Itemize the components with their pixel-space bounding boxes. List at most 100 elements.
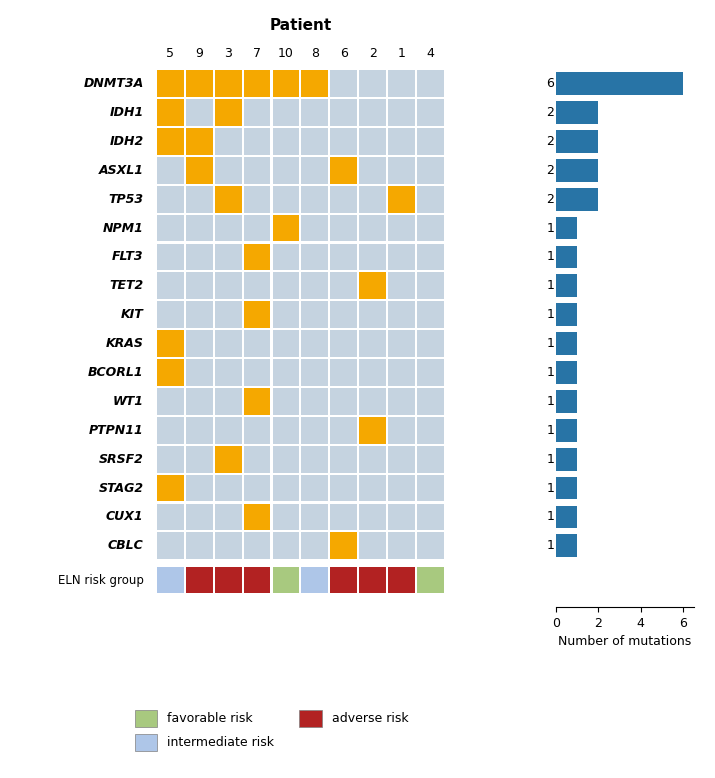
FancyBboxPatch shape: [359, 330, 386, 357]
FancyBboxPatch shape: [330, 215, 357, 241]
FancyBboxPatch shape: [330, 359, 357, 386]
Text: 10: 10: [278, 47, 294, 60]
FancyBboxPatch shape: [359, 128, 386, 155]
FancyBboxPatch shape: [359, 70, 386, 97]
FancyBboxPatch shape: [272, 446, 300, 472]
FancyBboxPatch shape: [244, 244, 270, 270]
FancyBboxPatch shape: [330, 70, 357, 97]
FancyBboxPatch shape: [330, 566, 357, 594]
FancyBboxPatch shape: [157, 215, 184, 241]
Text: 9: 9: [195, 47, 203, 60]
Bar: [556, 246, 577, 268]
FancyBboxPatch shape: [330, 186, 357, 212]
FancyBboxPatch shape: [359, 157, 386, 184]
Text: KIT: KIT: [121, 308, 144, 321]
FancyBboxPatch shape: [388, 475, 415, 502]
FancyBboxPatch shape: [186, 330, 212, 357]
FancyBboxPatch shape: [417, 417, 444, 443]
Text: 2: 2: [546, 106, 554, 119]
FancyBboxPatch shape: [186, 503, 212, 531]
Text: 1: 1: [546, 279, 554, 293]
FancyBboxPatch shape: [302, 128, 328, 155]
FancyBboxPatch shape: [157, 244, 184, 270]
FancyBboxPatch shape: [388, 330, 415, 357]
FancyBboxPatch shape: [157, 128, 184, 155]
FancyBboxPatch shape: [157, 417, 184, 443]
FancyBboxPatch shape: [272, 417, 300, 443]
Bar: [556, 159, 598, 182]
FancyBboxPatch shape: [302, 330, 328, 357]
FancyBboxPatch shape: [157, 446, 184, 472]
FancyBboxPatch shape: [417, 532, 444, 559]
FancyBboxPatch shape: [302, 99, 328, 126]
FancyBboxPatch shape: [330, 503, 357, 531]
FancyBboxPatch shape: [214, 503, 242, 531]
FancyBboxPatch shape: [244, 388, 270, 415]
FancyBboxPatch shape: [157, 388, 184, 415]
Text: 6: 6: [546, 77, 554, 90]
FancyBboxPatch shape: [388, 417, 415, 443]
FancyBboxPatch shape: [417, 128, 444, 155]
FancyBboxPatch shape: [388, 128, 415, 155]
FancyBboxPatch shape: [244, 186, 270, 212]
Text: 1: 1: [546, 366, 554, 379]
Bar: [556, 303, 577, 326]
Text: ELN risk group: ELN risk group: [58, 573, 144, 587]
Text: FLT3: FLT3: [112, 251, 144, 264]
FancyBboxPatch shape: [186, 215, 212, 241]
FancyBboxPatch shape: [417, 157, 444, 184]
FancyBboxPatch shape: [302, 244, 328, 270]
Bar: [556, 275, 577, 297]
FancyBboxPatch shape: [388, 446, 415, 472]
FancyBboxPatch shape: [186, 128, 212, 155]
FancyBboxPatch shape: [388, 566, 415, 594]
FancyBboxPatch shape: [359, 215, 386, 241]
FancyBboxPatch shape: [388, 215, 415, 241]
Text: CBLC: CBLC: [108, 539, 144, 552]
FancyBboxPatch shape: [157, 566, 184, 594]
X-axis label: Number of mutations: Number of mutations: [558, 635, 691, 648]
FancyBboxPatch shape: [417, 359, 444, 386]
Bar: [556, 419, 577, 442]
FancyBboxPatch shape: [244, 532, 270, 559]
FancyBboxPatch shape: [359, 99, 386, 126]
Text: 1: 1: [546, 453, 554, 466]
FancyBboxPatch shape: [214, 359, 242, 386]
FancyBboxPatch shape: [302, 566, 328, 594]
FancyBboxPatch shape: [417, 244, 444, 270]
Text: TET2: TET2: [109, 279, 144, 293]
FancyBboxPatch shape: [388, 99, 415, 126]
Text: 2: 2: [546, 135, 554, 148]
FancyBboxPatch shape: [214, 157, 242, 184]
Text: NPM1: NPM1: [103, 222, 144, 235]
FancyBboxPatch shape: [214, 330, 242, 357]
FancyBboxPatch shape: [244, 99, 270, 126]
Bar: [556, 130, 598, 152]
FancyBboxPatch shape: [417, 503, 444, 531]
Bar: [556, 217, 577, 240]
Text: 6: 6: [340, 47, 347, 60]
FancyBboxPatch shape: [157, 186, 184, 212]
FancyBboxPatch shape: [272, 475, 300, 502]
FancyBboxPatch shape: [186, 157, 212, 184]
FancyBboxPatch shape: [359, 475, 386, 502]
Text: 1: 1: [546, 251, 554, 264]
FancyBboxPatch shape: [388, 503, 415, 531]
FancyBboxPatch shape: [330, 128, 357, 155]
FancyBboxPatch shape: [157, 359, 184, 386]
FancyBboxPatch shape: [302, 186, 328, 212]
FancyBboxPatch shape: [157, 503, 184, 531]
FancyBboxPatch shape: [359, 186, 386, 212]
FancyBboxPatch shape: [302, 301, 328, 328]
FancyBboxPatch shape: [302, 417, 328, 443]
FancyBboxPatch shape: [214, 417, 242, 443]
FancyBboxPatch shape: [157, 99, 184, 126]
FancyBboxPatch shape: [388, 244, 415, 270]
FancyBboxPatch shape: [157, 301, 184, 328]
Text: 1: 1: [546, 222, 554, 235]
FancyBboxPatch shape: [157, 272, 184, 300]
FancyBboxPatch shape: [417, 99, 444, 126]
FancyBboxPatch shape: [330, 99, 357, 126]
FancyBboxPatch shape: [186, 475, 212, 502]
FancyBboxPatch shape: [388, 70, 415, 97]
